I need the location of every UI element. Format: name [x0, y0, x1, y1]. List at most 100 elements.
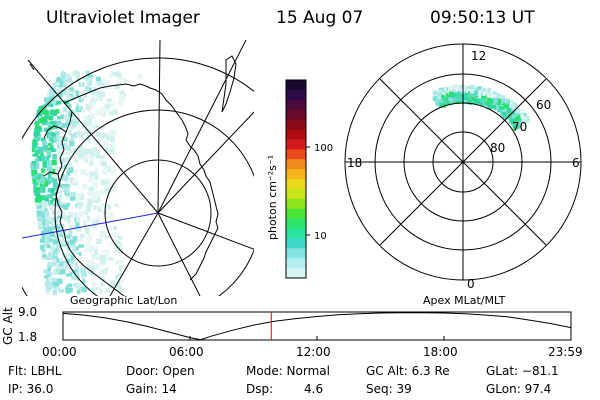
emission-pixel [44, 207, 48, 212]
emission-pixel [45, 237, 51, 242]
emission-pixel [47, 277, 52, 281]
emission-pixel [72, 71, 78, 76]
emission-pixel [68, 273, 73, 277]
emission-pixel [96, 80, 103, 86]
emission-pixel [38, 106, 42, 111]
emission-pixel [502, 113, 508, 119]
emission-pixel [476, 86, 482, 91]
emission-pixel [45, 240, 50, 246]
emission-pixel [43, 269, 49, 274]
emission-pixel [114, 259, 120, 265]
colorbar-tick-100: 100 [314, 143, 333, 154]
emission-pixel [43, 228, 50, 233]
emission-pixel [123, 79, 128, 83]
emission-pixel [80, 267, 87, 274]
emission-pixel [93, 246, 98, 252]
emission-pixel [107, 85, 114, 90]
emission-pixel [89, 113, 96, 119]
emission-pixel [100, 91, 106, 98]
emission-pixel [63, 260, 67, 264]
color-bar-segment [286, 208, 306, 220]
emission-pixel [109, 185, 113, 189]
time-tick-1200: 12:00 [296, 345, 331, 359]
emission-pixel [442, 100, 446, 104]
emission-pixel [86, 236, 92, 240]
emission-pixel [78, 144, 84, 151]
emission-pixel [520, 114, 524, 118]
emission-pixel [101, 169, 106, 175]
emission-pixel [50, 221, 57, 227]
emission-pixel [496, 101, 501, 106]
emission-pixel [73, 169, 78, 176]
emission-pixel [39, 225, 44, 230]
emission-pixel [44, 181, 49, 187]
emission-pixel [119, 93, 124, 99]
emission-pixel [40, 168, 46, 173]
emission-pixel [98, 155, 105, 160]
emission-pixel [487, 88, 492, 93]
emission-pixel [448, 97, 452, 101]
emission-pixel [52, 261, 57, 267]
color-bar-segment [286, 238, 306, 249]
emission-pixel [94, 263, 100, 269]
color-bar-segment [286, 188, 306, 200]
emission-pixel [451, 99, 457, 104]
emission-pixel [114, 83, 120, 90]
emission-pixel [47, 188, 52, 193]
emission-pixel [509, 99, 514, 103]
emission-pixel [117, 76, 123, 81]
emission-pixel [36, 186, 41, 193]
emission-pixel [31, 161, 36, 165]
emission-pixel [82, 233, 86, 238]
emission-pixel [73, 178, 78, 184]
emission-pixel [63, 107, 67, 113]
emission-pixel [78, 147, 85, 153]
emission-pixel [51, 277, 58, 282]
emission-pixel [85, 264, 92, 269]
emission-pixel [58, 238, 64, 243]
emission-pixel [90, 195, 96, 200]
time-axis-ticks [62, 336, 572, 340]
emission-pixel [105, 178, 111, 182]
emission-pixel [62, 186, 69, 192]
emission-pixel [88, 233, 92, 239]
emission-pixel [69, 88, 74, 95]
emission-pixel [95, 76, 101, 82]
emission-pixel [507, 108, 513, 112]
emission-pixel [504, 104, 510, 108]
emission-pixel [50, 254, 54, 258]
emission-pixel [95, 287, 101, 291]
emission-pixel [85, 173, 91, 177]
door-info: Door: Open [126, 364, 195, 378]
emission-pixel [109, 188, 114, 193]
emission-pixel [69, 141, 75, 147]
emission-pixel [86, 246, 93, 251]
emission-pixel [58, 81, 64, 88]
emission-pixel [115, 281, 120, 287]
emission-pixel [485, 91, 491, 95]
emission-pixel [461, 100, 467, 105]
emission-pixel [53, 282, 60, 287]
emission-pixel [62, 75, 67, 82]
emission-pixel [56, 100, 62, 105]
emission-pixel [68, 103, 72, 108]
emission-pixel [436, 94, 442, 100]
color-bar-segment [286, 159, 306, 170]
emission-pixel [102, 269, 107, 275]
emission-pixel [53, 252, 59, 257]
emission-pixel [55, 225, 59, 231]
emission-pixel [67, 73, 71, 77]
emission-pixel [85, 70, 90, 75]
emission-pixel [453, 84, 459, 89]
emission-pixel [104, 104, 110, 109]
emission-pixel [70, 258, 75, 265]
emission-pixel [79, 151, 85, 158]
emission-pixel [93, 192, 98, 198]
emission-pixel [102, 79, 107, 83]
emission-pixel [450, 94, 455, 99]
color-bar-segment [286, 198, 306, 210]
emission-pixel [47, 128, 52, 133]
emission-pixel [496, 93, 502, 98]
emission-pixel [46, 286, 51, 291]
coastline-islands [221, 55, 237, 113]
